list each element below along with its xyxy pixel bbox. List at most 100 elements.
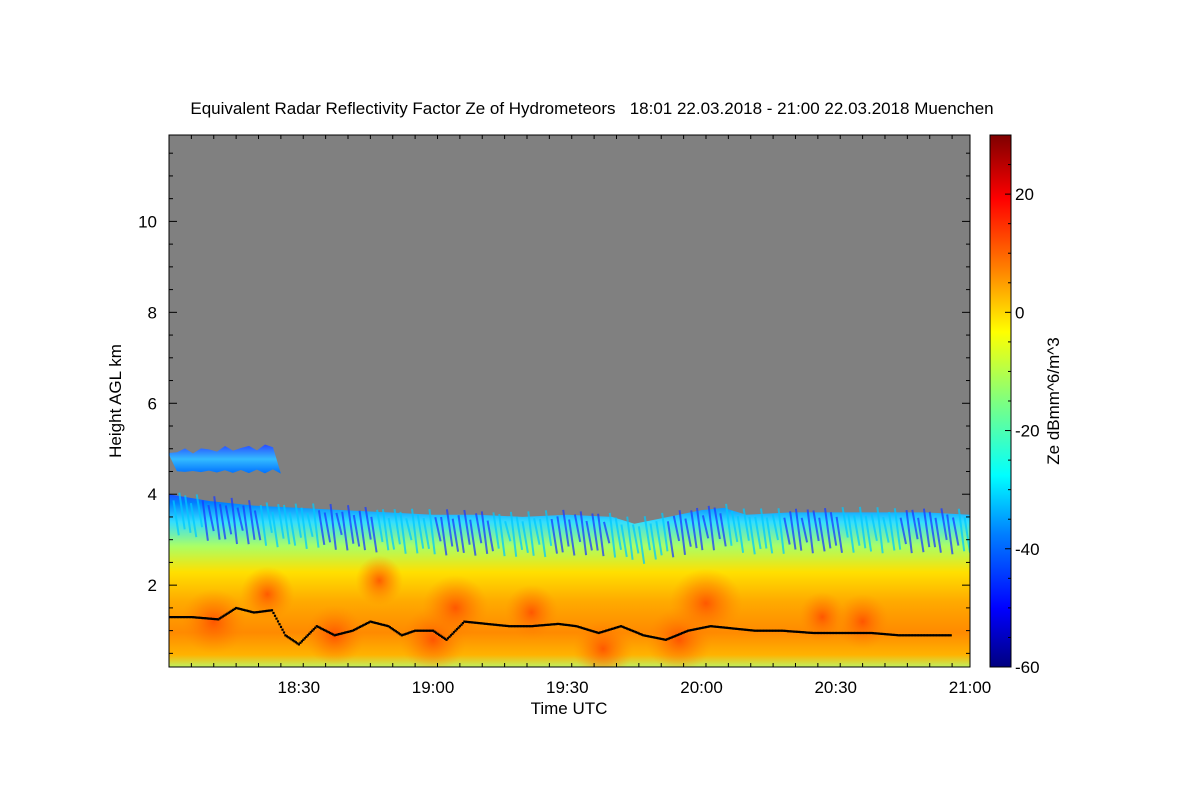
cloud-base-point: [696, 627, 699, 630]
cloud-base-point: [520, 625, 523, 628]
cloud-base-point: [878, 632, 881, 635]
cloud-base-point: [754, 629, 757, 632]
cloud-base-point: [185, 616, 189, 619]
intense-cores: [180, 555, 890, 667]
cloud-base-point: [303, 637, 306, 640]
cloud-base-point: [603, 630, 606, 633]
fall-streak: [858, 506, 867, 549]
cloud-base-point: [345, 631, 348, 634]
cloud-base-point: [755, 629, 758, 632]
cloud-base-point: [688, 629, 691, 632]
cloud-base-point: [211, 617, 214, 620]
cloud-base-point: [822, 631, 825, 635]
fall-streak: [492, 512, 500, 549]
cloud-base-point: [502, 624, 505, 627]
cloud-base-point: [241, 608, 244, 611]
cloud-base-point: [223, 614, 226, 617]
fall-streak: [213, 496, 221, 540]
colorbar-tick-label: 0: [1015, 303, 1024, 322]
fall-streak: [661, 512, 669, 552]
cloud-base-point: [490, 623, 493, 626]
cloud-base-point: [227, 611, 230, 614]
fall-streak: [189, 502, 198, 538]
fall-streak: [219, 504, 227, 540]
fall-streak: [864, 515, 873, 552]
cloud-base-point: [338, 633, 341, 636]
fall-streak: [870, 513, 878, 541]
y-tick-label: 6: [148, 394, 157, 413]
cloud-base-point: [894, 633, 897, 637]
fall-streak: [195, 494, 204, 528]
cloud-base-point: [892, 633, 896, 636]
cloud-base-point: [837, 631, 840, 635]
cloud-base-point: [931, 634, 934, 637]
fall-streak: [684, 518, 692, 547]
cloud-base-point: [803, 631, 806, 634]
cloud-base-point: [793, 630, 796, 633]
fall-streak: [300, 507, 308, 550]
cloud-base-point: [842, 631, 845, 635]
reflectivity-core: [180, 589, 247, 654]
fall-streak: [550, 518, 558, 554]
fall-streak: [434, 516, 442, 542]
cloud-base-point: [787, 630, 790, 633]
fall-streak: [329, 503, 337, 550]
cloud-base-point: [517, 625, 520, 628]
cloud-base-point: [493, 623, 496, 626]
cloud-base-point: [197, 616, 200, 619]
cloud-base-point: [602, 630, 605, 633]
fall-streak: [376, 509, 384, 543]
cloud-base-point: [332, 633, 335, 636]
cloud-base-point: [458, 625, 462, 628]
cloud-base-point: [781, 629, 784, 632]
fall-streak: [445, 509, 454, 547]
cloud-base-point: [394, 630, 397, 633]
cloud-base-point: [772, 629, 775, 632]
cloud-base-point: [397, 632, 400, 635]
cloud-base-point: [746, 628, 749, 632]
cloud-base-point: [545, 623, 548, 626]
cloud-base-point: [809, 631, 812, 634]
cloud-base-point: [297, 643, 300, 646]
cloud-base-point: [366, 622, 369, 625]
cloud-base-point: [409, 631, 412, 634]
cloud-base-point: [927, 634, 930, 637]
cloud-base-point: [551, 623, 554, 626]
cloud-base-point: [657, 637, 660, 640]
fall-streak: [504, 521, 512, 542]
cloud-base-point: [494, 623, 497, 626]
cloud-base-point: [617, 626, 620, 629]
cloud-base-point: [722, 626, 726, 629]
cloud-base-point: [778, 629, 781, 632]
cloud-base-point: [710, 625, 714, 628]
fall-streak: [777, 508, 785, 554]
x-tick-label: 19:00: [412, 678, 455, 697]
cloud-base-point: [361, 624, 365, 627]
cloud-base-point: [827, 631, 830, 635]
cloud-base-point: [852, 631, 855, 635]
cloud-base-point: [509, 625, 512, 628]
cloud-base-point: [273, 614, 277, 617]
cloud-base-point: [691, 628, 694, 631]
fall-streak: [806, 509, 814, 554]
cloud-base-point: [299, 641, 302, 644]
cloud-base-point: [381, 623, 384, 626]
cloud-base-point: [445, 638, 448, 641]
cloud-base-point: [804, 631, 808, 634]
fall-streak: [719, 513, 727, 547]
cloud-base-point: [387, 625, 390, 628]
cloud-base-point: [421, 629, 424, 632]
fall-streak: [922, 508, 931, 548]
cloud-base-point: [590, 629, 593, 632]
fall-streak: [178, 492, 186, 530]
plot-area: [169, 135, 970, 667]
fall-streak: [824, 507, 832, 549]
cloud-base-point: [512, 625, 515, 628]
cloud-base-point: [484, 622, 487, 625]
cloud-base-point: [873, 632, 876, 635]
cloud-base-point: [773, 629, 776, 632]
cloud-base-point: [946, 634, 949, 637]
x-axis-label: Time UTC: [531, 699, 608, 718]
colorbar-gradient: [989, 134, 1012, 668]
cloud-base-point: [840, 631, 843, 635]
